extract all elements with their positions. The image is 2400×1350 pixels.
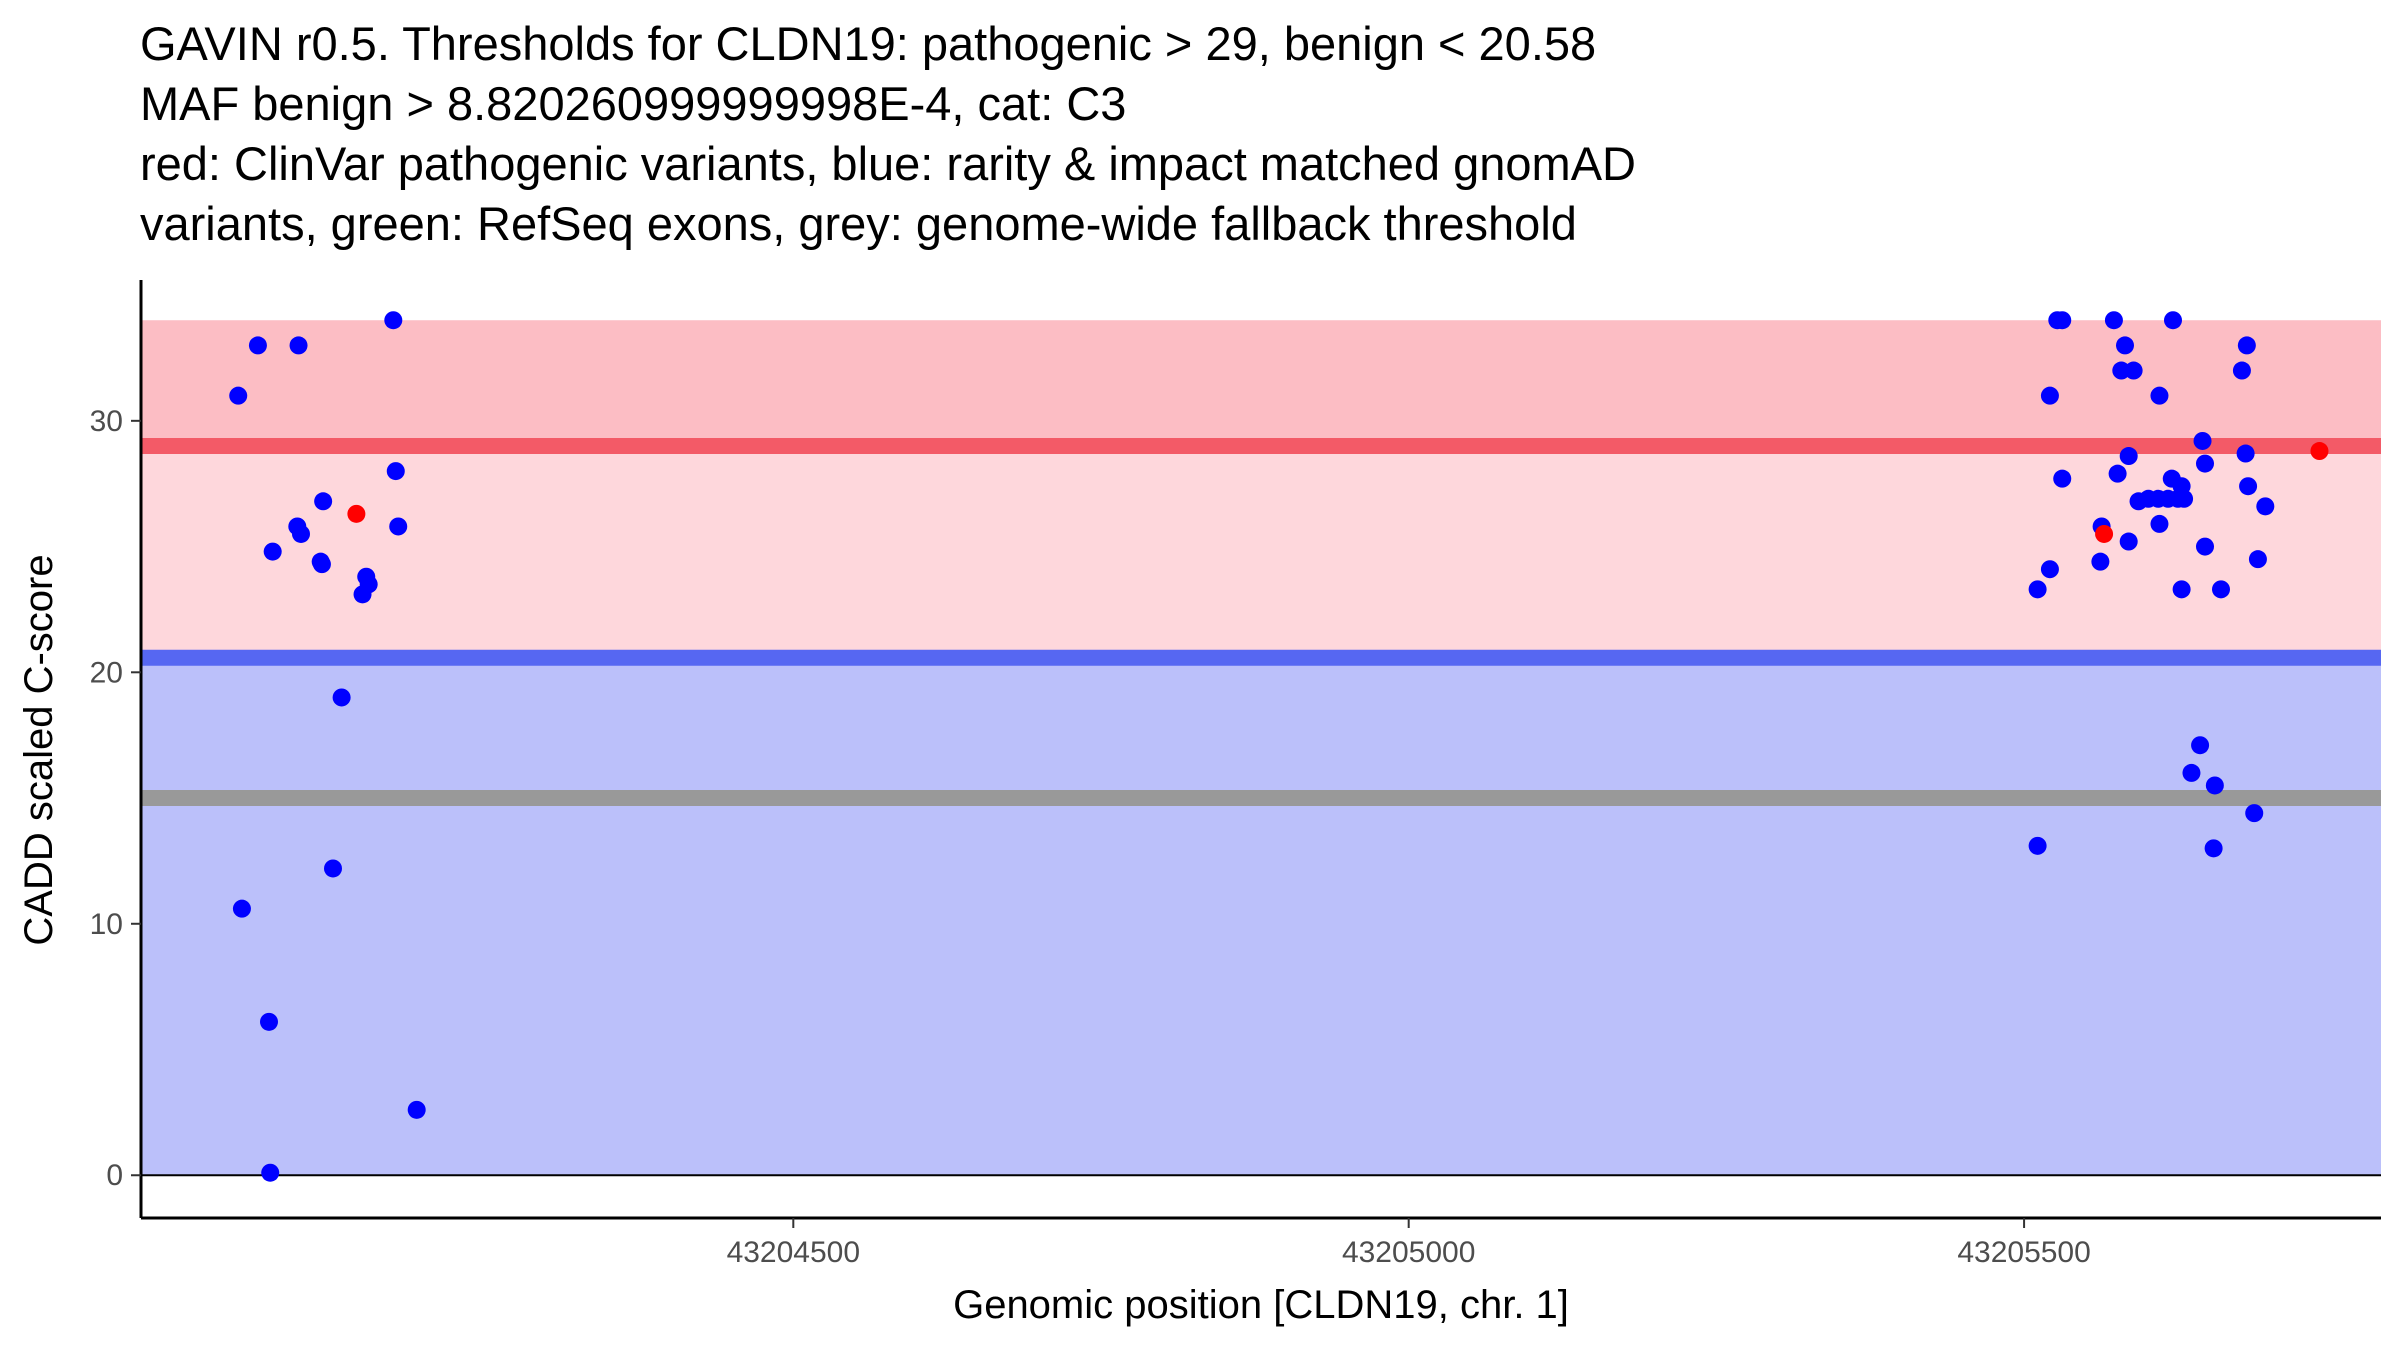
gnomad-variant-point [324, 859, 342, 878]
gnomad-variant-point [2091, 552, 2110, 571]
data-points [229, 311, 2329, 1182]
gnomad-variant-point [248, 336, 267, 355]
y-axis-title: CADD scaled C-score [17, 554, 61, 945]
axes [139, 280, 2381, 1220]
gnomad-variant-point [2248, 550, 2267, 569]
title-line-1: GAVIN r0.5. Thresholds for CLDN19: patho… [140, 17, 1597, 70]
gnomad-variant-point [2053, 469, 2072, 488]
gnomad-variant-point [2196, 454, 2214, 473]
gnomad-variant-point [229, 386, 248, 405]
gnomad-variant-point [2040, 386, 2059, 405]
gnomad-variant-point [2205, 776, 2224, 795]
x-tick-label: 43205500 [1957, 1236, 2090, 1269]
gnomad-variant-point [232, 899, 251, 918]
gnomad-variant-point [2150, 386, 2169, 405]
gnomad-variant-point [2182, 763, 2201, 782]
gnomad-variant-point [292, 524, 310, 543]
pathogenic-variant-point [347, 504, 366, 523]
gnomad-variant-point [2119, 532, 2138, 551]
x-tick-label: 43204500 [727, 1236, 860, 1269]
y-tick-label: 20 [90, 656, 123, 689]
gnomad-variant-point [2053, 311, 2072, 330]
gnomad-variant-point [260, 1012, 278, 1031]
gnomad-variant-point [2193, 431, 2212, 450]
gnomad-variant-point [261, 1163, 280, 1182]
axis-ticks: 0 10 20 30 43204500 43205000 43205500 [90, 405, 2091, 1269]
gnomad-variant-point [2124, 361, 2143, 380]
threshold-lines [142, 437, 2381, 807]
title-line-4: variants, green: RefSeq exons, grey: gen… [140, 197, 1577, 250]
title-line-3: red: ClinVar pathogenic variants, blue: … [140, 137, 1636, 190]
gnomad-variant-point [289, 336, 308, 355]
gnomad-variant-point [2236, 444, 2255, 463]
gnomad-variant-point [263, 542, 282, 561]
gnomad-variant-point [2245, 804, 2264, 823]
gnomad-variant-point [2191, 736, 2210, 755]
gnomad-variant-point [2212, 580, 2230, 599]
pathogenic-zone-lower [142, 445, 2381, 658]
gnomad-variant-point [2232, 361, 2251, 380]
gnomad-variant-point [2028, 580, 2047, 599]
gnomad-variant-point [2112, 361, 2131, 380]
gnomad-variant-point [384, 311, 403, 330]
gnomad-variant-point [2172, 580, 2191, 599]
y-tick-label: 0 [106, 1159, 123, 1192]
y-tick-label: 10 [90, 908, 123, 941]
gnomad-variant-point [2196, 537, 2214, 556]
gnomad-variant-point [2150, 514, 2169, 533]
gnomad-variant-point [2040, 560, 2059, 579]
gnomad-variant-point [2164, 311, 2182, 330]
gnomad-variant-point [389, 517, 408, 536]
gnomad-variant-point [2239, 477, 2258, 496]
gnomad-variant-point [2028, 836, 2047, 855]
pathogenic-variant-point [2095, 524, 2114, 543]
pathogenic-zone-upper [142, 320, 2381, 446]
gnomad-variant-point [2237, 336, 2256, 355]
x-tick-label: 43205000 [1342, 1236, 1475, 1269]
gnomad-variant-point [332, 688, 351, 707]
y-tick-label: 30 [90, 405, 123, 438]
gnomad-variant-point [2108, 464, 2127, 483]
benign-zone [142, 657, 2381, 1176]
gnomad-variant-point [2116, 336, 2134, 355]
gnomad-variant-point [2256, 497, 2275, 516]
threshold-regions [142, 320, 2381, 1176]
title-line-2: MAF benign > 8.820260999999998E-4, cat: … [140, 77, 1127, 130]
gnomad-variant-point [314, 492, 333, 511]
x-axis-title: Genomic position [CLDN19, chr. 1] [953, 1283, 1569, 1327]
gnomad-variant-point [2204, 839, 2223, 858]
gnomad-variant-point [2175, 489, 2194, 508]
gnomad-variant-point [407, 1100, 426, 1119]
chart-title: GAVIN r0.5. Thresholds for CLDN19: patho… [140, 14, 1636, 254]
gnomad-variant-point [2104, 311, 2123, 330]
gnomad-variant-point [312, 555, 331, 574]
gnomad-variant-point [2119, 447, 2138, 466]
gnomad-variant-point [353, 585, 372, 604]
pathogenic-variant-point [2310, 442, 2329, 461]
gnomad-variant-point [386, 462, 405, 481]
